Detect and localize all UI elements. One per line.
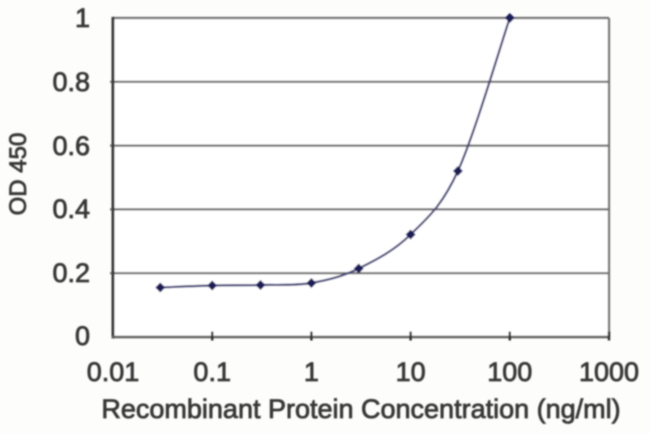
svg-text:0: 0 [75, 321, 90, 351]
svg-text:0.01: 0.01 [87, 357, 140, 387]
svg-text:Recombinant Protein Concentrat: Recombinant Protein Concentration (ng/ml… [101, 394, 620, 424]
svg-text:1: 1 [75, 3, 90, 33]
svg-text:0.4: 0.4 [52, 194, 90, 224]
svg-text:OD 450: OD 450 [5, 133, 32, 216]
svg-text:0.2: 0.2 [52, 258, 90, 288]
svg-text:0.8: 0.8 [52, 67, 90, 97]
svg-text:0.1: 0.1 [193, 357, 231, 387]
svg-text:1000: 1000 [579, 357, 639, 387]
svg-text:1: 1 [304, 357, 319, 387]
svg-text:100: 100 [487, 357, 532, 387]
svg-text:10: 10 [396, 357, 426, 387]
svg-text:0.6: 0.6 [52, 131, 90, 161]
